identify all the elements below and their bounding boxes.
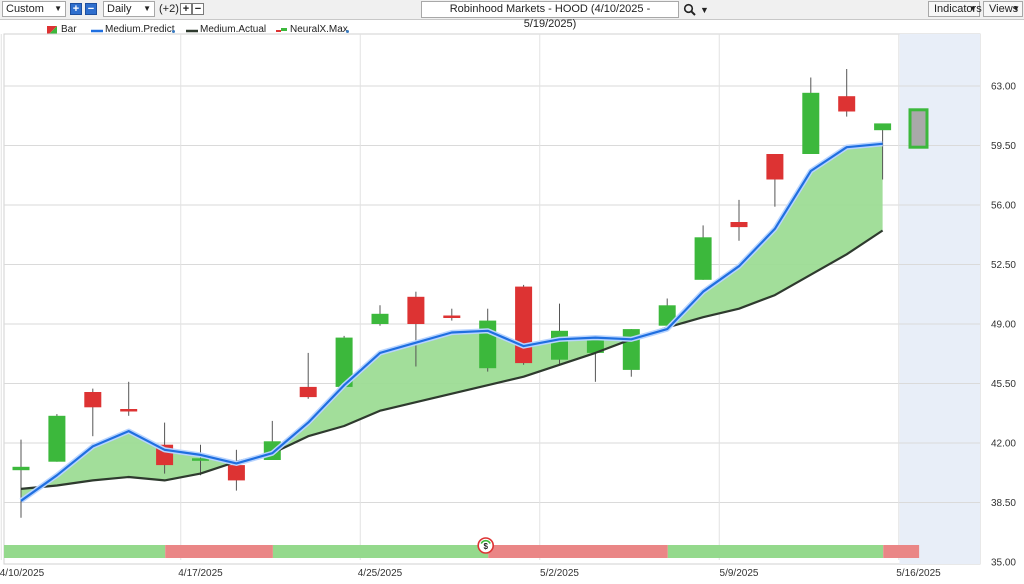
chart-title: Robinhood Markets - HOOD (4/10/2025 - 5/… <box>421 1 679 30</box>
legend-actual-label: Medium.Actual <box>200 24 267 35</box>
candle-body[interactable] <box>730 222 748 228</box>
candle-body[interactable] <box>694 237 712 280</box>
offset-label: (+2) <box>159 3 179 15</box>
y-tick-label: 35.00 <box>991 558 1016 569</box>
candle-body[interactable] <box>586 339 604 353</box>
x-tick-label: 5/2/2025 <box>540 568 579 579</box>
neuralx-info-dot[interactable] <box>346 30 349 33</box>
candle-body[interactable] <box>551 330 568 360</box>
search-icon[interactable] <box>683 3 697 17</box>
indicators-label: Indicators <box>934 3 982 15</box>
y-tick-label: 38.50 <box>991 498 1016 509</box>
signal-marker-arc <box>480 539 491 544</box>
candle-body[interactable] <box>335 337 353 387</box>
candle-body[interactable] <box>658 305 676 326</box>
candle-body[interactable] <box>12 466 30 471</box>
candle-body[interactable] <box>299 386 317 398</box>
candle-body[interactable] <box>120 409 138 412</box>
plot-area <box>3 33 981 565</box>
views-label: Views <box>989 3 1019 15</box>
toolbar: Custom ▼ + − Daily ▼ (+2) + − Robinhood … <box>0 0 1024 30</box>
dark-line-icon <box>186 29 198 33</box>
predict-actual-band <box>21 143 883 501</box>
remove-period-button[interactable]: − <box>85 3 97 15</box>
add-period-button[interactable]: + <box>70 3 82 15</box>
y-tick-label: 45.50 <box>991 379 1016 390</box>
candle-body[interactable] <box>407 296 425 324</box>
x-tick-label: 4/25/2025 <box>358 568 403 579</box>
interval-select-value: Daily <box>107 3 132 15</box>
y-tick-label: 56.00 <box>991 201 1016 212</box>
x-tick-label: 4/17/2025 <box>178 568 223 579</box>
candle-body[interactable] <box>48 415 66 462</box>
x-tick-label: 4/10/2025 <box>0 568 45 579</box>
x-tick-label: 5/16/2025 <box>896 568 941 579</box>
signal-segment <box>4 545 166 558</box>
legend-bar-label: Bar <box>61 24 77 35</box>
predict-info-dot[interactable] <box>172 30 175 33</box>
candle-body[interactable] <box>371 313 389 324</box>
y-tick-label: 59.50 <box>991 141 1016 152</box>
signal-segment <box>165 545 273 558</box>
blue-line-icon <box>91 29 103 33</box>
offset-decrease-button[interactable]: − <box>192 3 204 15</box>
candle-body[interactable] <box>227 465 245 481</box>
interval-select[interactable]: Daily ▼ <box>103 1 155 17</box>
signal-segment <box>883 545 920 558</box>
period-select-value: Custom <box>6 3 44 15</box>
offset-increase-button[interactable]: + <box>180 3 192 15</box>
y-tick-label: 49.00 <box>991 320 1016 331</box>
views-button[interactable]: Views ▼ <box>983 1 1023 17</box>
y-tick-label: 52.50 <box>991 260 1016 271</box>
y-tick-label: 63.00 <box>991 82 1016 93</box>
legend-neuralx-label: NeuralX.Max <box>290 24 348 35</box>
candle-body[interactable] <box>802 92 820 154</box>
signal-segment <box>272 545 489 558</box>
neuralx-icon <box>276 28 287 32</box>
indicators-button[interactable]: Indicators ▼ <box>928 1 982 17</box>
candle-body[interactable] <box>515 286 533 364</box>
candle-body[interactable] <box>479 320 497 369</box>
candle-body[interactable] <box>874 123 892 131</box>
chevron-down-icon: ▼ <box>143 4 151 13</box>
period-select[interactable]: Custom ▼ <box>2 1 66 17</box>
signal-segment <box>667 545 884 558</box>
chevron-down-icon[interactable]: ▼ <box>700 5 709 15</box>
chevron-down-icon: ▼ <box>969 4 977 13</box>
y-tick-label: 42.00 <box>991 439 1016 450</box>
price-chart[interactable]: $63.00 59.50 56.00 52.50 49.00 45.50 42.00 38.5… <box>0 20 1024 584</box>
candle-body[interactable] <box>838 96 856 112</box>
candle-body[interactable] <box>766 154 784 180</box>
candle-body[interactable] <box>192 458 209 461</box>
signal-marker-glyph: $ <box>483 542 488 551</box>
medium-actual-line <box>20 229 884 490</box>
candle-body[interactable] <box>443 315 461 319</box>
x-tick-label: 5/9/2025 <box>720 568 759 579</box>
medium-predict-line <box>20 142 883 502</box>
chevron-down-icon: ▼ <box>1012 4 1020 13</box>
chevron-down-icon: ▼ <box>54 4 62 13</box>
forecast-box[interactable] <box>908 108 929 149</box>
signal-segment <box>488 545 668 558</box>
legend-predict-label: Medium.Predict <box>105 24 175 35</box>
candle-body[interactable] <box>84 392 102 408</box>
